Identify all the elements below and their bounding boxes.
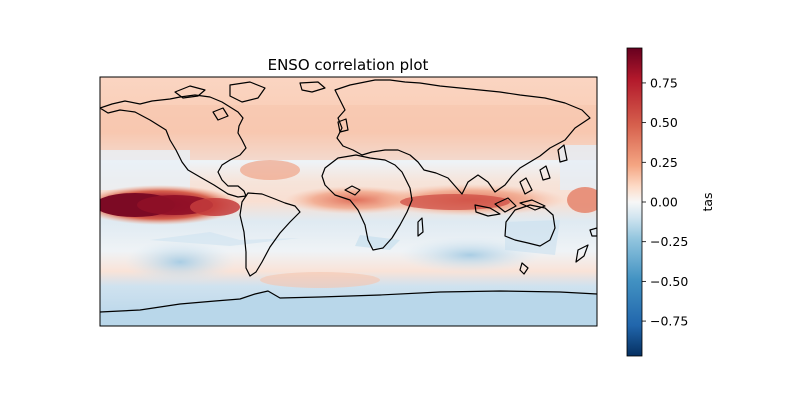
chart-title: ENSO correlation plot: [268, 56, 429, 74]
colorbar-tick-label: 0.25: [650, 155, 678, 170]
map-frame: [99, 76, 598, 327]
colorbar-tick-label: −0.25: [650, 234, 688, 249]
colorbar-tick-label: −0.75: [650, 314, 688, 329]
colorbar-tick-label: 0.75: [650, 75, 678, 90]
colorbar-tick-label: 0.50: [650, 115, 678, 130]
colorbar-tick-label: −0.50: [650, 274, 688, 289]
colorbar-label: tas: [700, 192, 715, 211]
colorbar-tick-label: 0.00: [650, 195, 678, 210]
coastlines: [100, 79, 597, 313]
map-panel: [100, 77, 597, 326]
colorbar: 0.75 0.50 0.25 0.00 −0.25 −0.50 −0.75 tas: [626, 47, 715, 357]
colorbar-ticks: 0.75 0.50 0.25 0.00 −0.25 −0.50 −0.75: [642, 75, 688, 329]
antarctica-fill: [100, 291, 597, 326]
colorbar-gradient: [626, 47, 643, 357]
